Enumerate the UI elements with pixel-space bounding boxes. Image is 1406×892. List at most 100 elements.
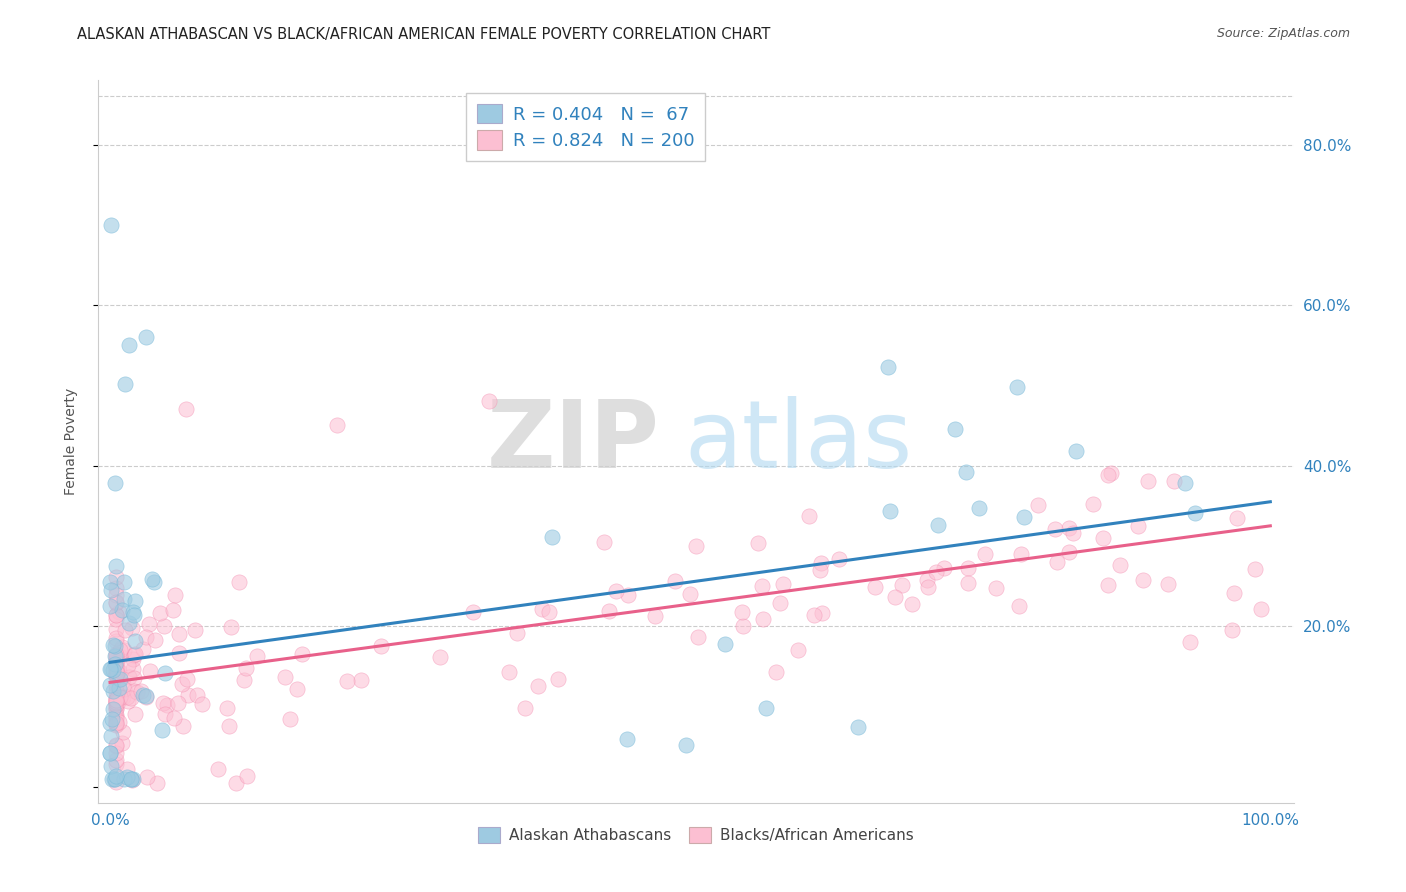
Point	[808, 563, 831, 577]
Point	[104, 558, 127, 573]
Point	[1083, 497, 1105, 511]
Point	[112, 682, 135, 697]
Point	[100, 582, 122, 597]
Point	[135, 330, 157, 344]
Point	[675, 738, 697, 752]
Point	[246, 648, 269, 663]
Point	[143, 633, 166, 648]
Point	[98, 747, 121, 761]
Point	[1250, 601, 1272, 615]
Point	[765, 665, 787, 679]
Point	[103, 772, 125, 786]
Point	[111, 690, 134, 704]
Point	[104, 739, 127, 754]
Point	[616, 731, 638, 746]
Point	[104, 581, 127, 595]
Point	[104, 700, 127, 714]
Point	[107, 606, 129, 620]
Text: ZIP: ZIP	[488, 395, 661, 488]
Point	[104, 678, 127, 692]
Point	[526, 679, 548, 693]
Point	[124, 647, 146, 661]
Point	[429, 650, 451, 665]
Point	[174, 402, 197, 417]
Point	[100, 218, 122, 232]
Point	[100, 772, 122, 786]
Point	[165, 588, 187, 602]
Point	[101, 663, 124, 677]
Point	[811, 606, 834, 620]
Point	[104, 588, 127, 602]
Point	[100, 729, 122, 743]
Point	[967, 500, 990, 515]
Point	[153, 707, 176, 722]
Point	[498, 665, 520, 679]
Point	[731, 619, 754, 633]
Point	[135, 690, 157, 704]
Point	[104, 652, 127, 666]
Point	[152, 696, 174, 710]
Point	[176, 672, 198, 686]
Point	[925, 565, 948, 579]
Point	[104, 710, 127, 724]
Point	[104, 663, 127, 677]
Point	[104, 650, 127, 665]
Point	[111, 603, 134, 617]
Point	[685, 539, 707, 553]
Point	[167, 627, 190, 641]
Point	[107, 695, 129, 709]
Point	[104, 695, 127, 709]
Point	[803, 608, 825, 623]
Legend: Alaskan Athabascans, Blacks/African Americans: Alaskan Athabascans, Blacks/African Amer…	[472, 821, 920, 849]
Point	[122, 648, 145, 663]
Text: Source: ZipAtlas.com: Source: ZipAtlas.com	[1216, 27, 1350, 40]
Point	[1057, 520, 1080, 534]
Point	[105, 666, 128, 681]
Point	[172, 677, 194, 691]
Point	[111, 736, 134, 750]
Point	[104, 668, 127, 682]
Point	[273, 670, 295, 684]
Point	[146, 776, 169, 790]
Point	[162, 603, 184, 617]
Point	[810, 556, 832, 570]
Point	[115, 690, 138, 704]
Point	[120, 691, 142, 706]
Point	[1108, 558, 1130, 573]
Point	[104, 657, 127, 671]
Point	[104, 746, 127, 760]
Point	[932, 561, 955, 575]
Point	[1132, 573, 1154, 587]
Point	[287, 681, 309, 696]
Point	[232, 673, 254, 688]
Point	[1244, 562, 1267, 576]
Point	[122, 683, 145, 698]
Point	[191, 698, 214, 712]
Point	[350, 673, 373, 688]
Point	[104, 712, 127, 726]
Point	[235, 661, 257, 675]
Point	[1097, 468, 1119, 483]
Point	[112, 643, 135, 657]
Point	[463, 605, 485, 619]
Point	[118, 615, 141, 630]
Point	[117, 694, 139, 708]
Point	[1010, 547, 1032, 561]
Point	[104, 717, 127, 731]
Point	[104, 715, 127, 730]
Point	[104, 692, 127, 706]
Point	[122, 607, 145, 622]
Point	[125, 684, 148, 698]
Point	[136, 770, 159, 784]
Point	[152, 619, 174, 633]
Point	[531, 602, 554, 616]
Point	[105, 739, 128, 753]
Point	[917, 580, 939, 594]
Point	[1178, 635, 1201, 649]
Point	[104, 665, 127, 679]
Point	[664, 574, 686, 589]
Point	[769, 596, 792, 610]
Point	[207, 762, 229, 776]
Point	[955, 465, 977, 479]
Point	[787, 643, 810, 657]
